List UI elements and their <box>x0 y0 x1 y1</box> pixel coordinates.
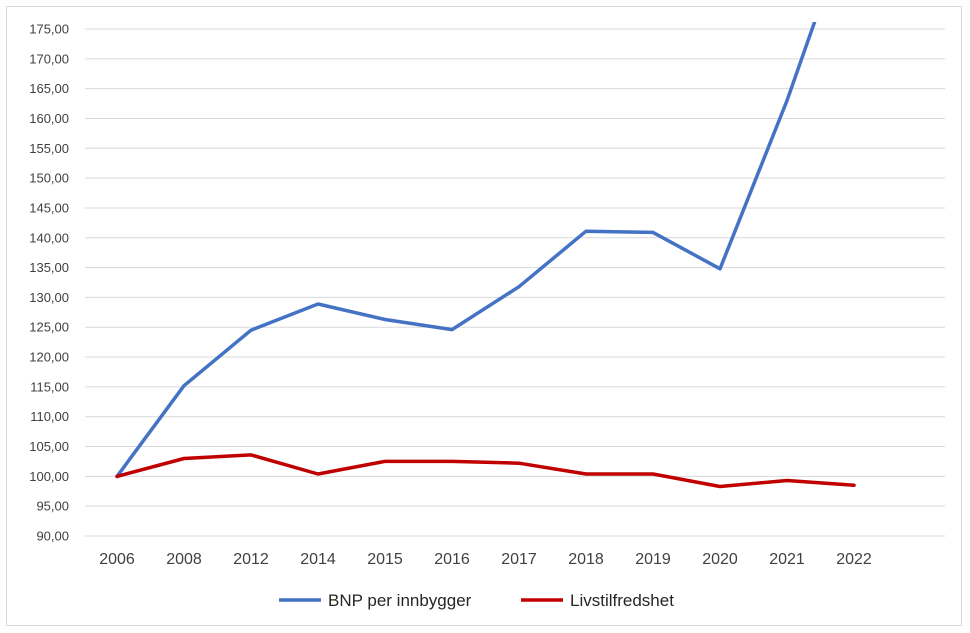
legend-label: BNP per innbygger <box>328 591 472 610</box>
y-tick-label: 135,00 <box>29 260 69 275</box>
x-tick-label: 2016 <box>434 551 470 568</box>
y-tick-label: 115,00 <box>30 379 69 394</box>
y-tick-label: 160,00 <box>29 111 69 126</box>
y-tick-label: 110,00 <box>30 409 69 424</box>
series-line-bnp-per-innbygger <box>115 22 817 479</box>
y-tick-label: 140,00 <box>29 230 69 245</box>
x-tick-label: 2020 <box>702 551 738 568</box>
x-tick-label: 2015 <box>367 551 403 568</box>
x-tick-label: 2018 <box>568 551 604 568</box>
chart-frame: 90,00 95,00 100,00 105,00 110,00 115,00 120,00… <box>6 6 962 626</box>
x-tick-label: 2014 <box>300 551 336 568</box>
y-tick-label: 125,00 <box>29 320 69 335</box>
y-tick-label: 95,00 <box>36 499 69 514</box>
gridlines <box>85 28 945 537</box>
x-tick-label: 2022 <box>836 551 872 568</box>
legend: BNP per innbygger Livstilfredshet <box>279 591 674 610</box>
y-tick-label: 175,00 <box>29 22 69 37</box>
y-tick-label: 100,00 <box>29 469 69 484</box>
y-tick-label: 90,00 <box>36 529 69 544</box>
y-tick-label: 170,00 <box>29 51 69 66</box>
series-line-livstilfredshet <box>115 453 856 489</box>
y-tick-label: 105,00 <box>29 439 69 454</box>
axes: 90,00 95,00 100,00 105,00 110,00 115,00 120,00… <box>29 22 872 569</box>
x-tick-label: 2006 <box>99 551 135 568</box>
y-tick-label: 145,00 <box>29 200 69 215</box>
legend-label: Livstilfredshet <box>570 591 674 610</box>
y-tick-label: 165,00 <box>29 81 69 96</box>
x-tick-label: 2019 <box>635 551 671 568</box>
y-tick-label: 130,00 <box>29 290 69 305</box>
y-tick-label: 150,00 <box>29 171 69 186</box>
x-tick-label: 2017 <box>501 551 537 568</box>
y-tick-label: 120,00 <box>29 350 69 365</box>
series-lines <box>115 22 856 489</box>
x-tick-label: 2021 <box>769 551 805 568</box>
line-chart: 90,00 95,00 100,00 105,00 110,00 115,00 120,00… <box>29 22 945 610</box>
x-tick-label: 2008 <box>166 551 202 568</box>
y-tick-label: 155,00 <box>29 141 69 156</box>
x-tick-label: 2012 <box>233 551 269 568</box>
